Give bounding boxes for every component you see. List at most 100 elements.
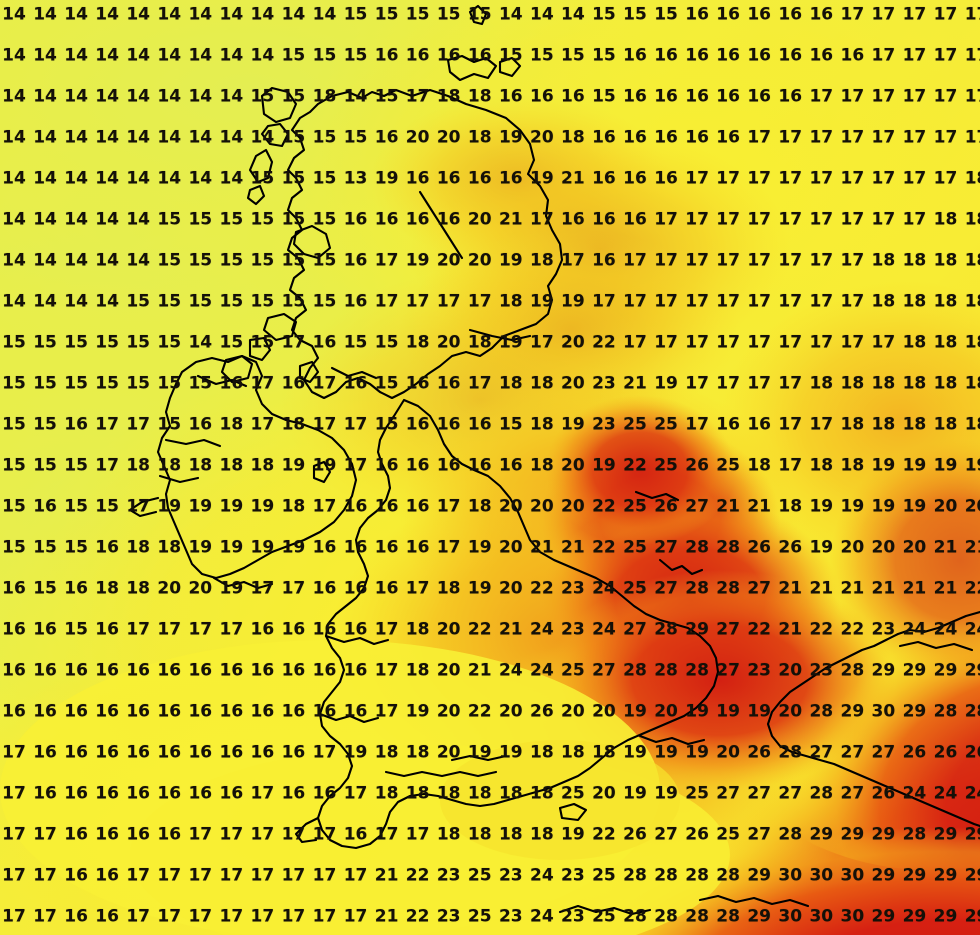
temperature-value: 17 xyxy=(809,86,834,107)
temperature-value: 28 xyxy=(716,906,740,927)
temperature-value: 17 xyxy=(933,45,958,66)
temperature-value: 17 xyxy=(2,906,26,927)
temperature-value: 15 xyxy=(157,332,182,353)
temperature-value: 17 xyxy=(126,906,151,927)
temperature-value: 30 xyxy=(809,906,834,927)
temperature-value: 15 xyxy=(2,496,26,517)
temperature-value: 17 xyxy=(126,496,151,517)
temperature-value: 20 xyxy=(654,701,678,722)
temperature-value: 14 xyxy=(33,168,57,189)
temperature-value: 14 xyxy=(64,45,88,66)
temperature-value: 22 xyxy=(467,619,492,640)
temperature-value: 20 xyxy=(188,578,213,599)
temperature-value: 14 xyxy=(2,209,26,230)
temperature-value: 20 xyxy=(592,701,616,722)
temperature-value: 20 xyxy=(530,127,554,148)
temperature-value: 17 xyxy=(685,250,709,271)
temperature-value: 23 xyxy=(561,865,585,886)
temperature-value: 13 xyxy=(343,168,368,189)
temperature-value: 15 xyxy=(374,4,399,25)
temperature-value: 16 xyxy=(623,45,647,66)
temperature-value: 19 xyxy=(498,250,523,271)
temperature-value: 18 xyxy=(871,250,896,271)
temperature-value: 16 xyxy=(436,209,461,230)
temperature-value: 17 xyxy=(219,906,244,927)
temperature-value: 27 xyxy=(592,660,616,681)
temperature-value: 17 xyxy=(685,373,709,394)
temperature-value: 15 xyxy=(188,209,213,230)
temperature-value: 16 xyxy=(95,865,119,886)
temperature-value: 17 xyxy=(2,742,26,763)
temperature-value: 17 xyxy=(188,906,213,927)
temperature-value: 20 xyxy=(871,537,896,558)
temperature-value: 28 xyxy=(840,660,865,681)
coast-continental-europe xyxy=(766,610,980,828)
temperature-value: 17 xyxy=(281,578,306,599)
temperature-value: 21 xyxy=(902,578,927,599)
coast-ireland-shannon xyxy=(158,474,200,484)
temperature-value: 19 xyxy=(467,537,492,558)
temperature-value: 16 xyxy=(623,127,647,148)
temperature-value: 17 xyxy=(312,742,337,763)
temperature-value: 15 xyxy=(374,332,399,353)
temperature-value: 20 xyxy=(561,496,585,517)
temperature-value: 16 xyxy=(530,86,554,107)
temperature-value: 17 xyxy=(126,619,151,640)
temperature-value: 27 xyxy=(809,742,834,763)
temperature-value: 16 xyxy=(654,45,678,66)
temperature-value: 16 xyxy=(374,455,399,476)
temperature-value: 16 xyxy=(436,455,461,476)
temperature-value: 18 xyxy=(561,127,585,148)
coast-england-wales xyxy=(316,398,720,850)
temperature-value: 15 xyxy=(654,4,678,25)
temperature-value: 17 xyxy=(312,373,337,394)
temperature-value: 16 xyxy=(33,660,57,681)
temperature-value: 18 xyxy=(964,332,980,353)
temperature-value: 27 xyxy=(654,537,678,558)
temperature-value: 17 xyxy=(281,824,306,845)
temperature-value: 16 xyxy=(219,373,244,394)
temperature-value: 17 xyxy=(685,291,709,312)
temperature-value: 16 xyxy=(250,701,275,722)
temperature-value: 16 xyxy=(312,619,337,640)
temperature-value: 24 xyxy=(902,619,927,640)
temperature-value: 22 xyxy=(809,619,834,640)
temperature-value: 15 xyxy=(95,373,119,394)
temperature-value: 17 xyxy=(747,250,772,271)
temperature-value: 24 xyxy=(530,619,554,640)
temperature-value: 17 xyxy=(343,783,368,804)
temperature-value: 29 xyxy=(871,824,896,845)
temperature-value: 26 xyxy=(747,742,772,763)
temperature-value: 16 xyxy=(405,414,430,435)
temperature-value: 18 xyxy=(530,824,554,845)
temperature-value: 17 xyxy=(250,824,275,845)
coast-orkney-2 xyxy=(498,56,522,78)
temperature-value: 23 xyxy=(592,373,616,394)
temperature-value: 29 xyxy=(871,660,896,681)
temperature-value: 29 xyxy=(747,865,772,886)
temperature-value: 19 xyxy=(561,291,585,312)
temperature-value: 17 xyxy=(871,4,896,25)
temperature-value: 15 xyxy=(219,209,244,230)
coast-loch-ness-line xyxy=(418,190,464,260)
temperature-value: 18 xyxy=(467,824,492,845)
temperature-value: 17 xyxy=(312,865,337,886)
temperature-value: 17 xyxy=(716,373,740,394)
temperature-value: 18 xyxy=(902,373,927,394)
temperature-value: 24 xyxy=(933,619,958,640)
temperature-value: 15 xyxy=(64,619,88,640)
temperature-value: 15 xyxy=(33,537,57,558)
temperature-value: 28 xyxy=(716,537,740,558)
temperature-value: 20 xyxy=(498,578,523,599)
temperature-value: 24 xyxy=(964,783,980,804)
temperature-value: 19 xyxy=(561,824,585,845)
temperature-value: 16 xyxy=(188,701,213,722)
temperature-value: 24 xyxy=(964,619,980,640)
temperature-value: 19 xyxy=(809,537,834,558)
temperature-value: 17 xyxy=(467,373,492,394)
temperature-value: 25 xyxy=(623,537,647,558)
temperature-value: 14 xyxy=(498,4,523,25)
temperature-value: 19 xyxy=(623,742,647,763)
temperature-value: 16 xyxy=(33,701,57,722)
temperature-value: 28 xyxy=(654,906,678,927)
